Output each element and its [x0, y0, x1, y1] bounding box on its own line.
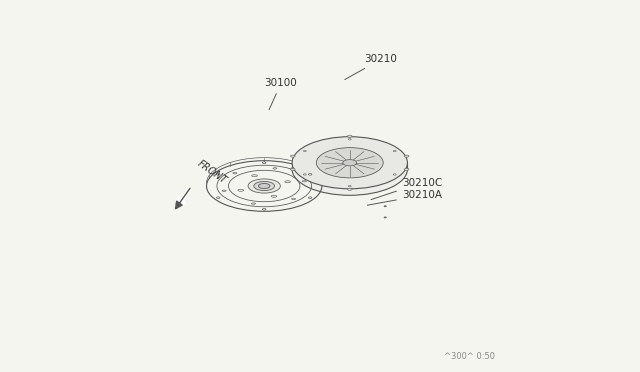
Ellipse shape: [308, 174, 312, 175]
Ellipse shape: [316, 148, 383, 178]
Text: 30210A: 30210A: [367, 190, 442, 205]
Text: 30100: 30100: [264, 78, 298, 110]
Ellipse shape: [404, 155, 409, 157]
Ellipse shape: [252, 203, 255, 204]
Ellipse shape: [238, 189, 244, 191]
Ellipse shape: [343, 160, 356, 166]
Ellipse shape: [303, 174, 307, 175]
Ellipse shape: [308, 197, 312, 198]
Ellipse shape: [252, 175, 257, 177]
Ellipse shape: [384, 217, 387, 218]
Text: ^300^ 0:50: ^300^ 0:50: [444, 352, 495, 361]
Text: FRONT: FRONT: [195, 159, 228, 186]
Ellipse shape: [291, 155, 295, 157]
Ellipse shape: [348, 188, 352, 190]
Ellipse shape: [262, 209, 266, 210]
Ellipse shape: [292, 143, 408, 195]
Ellipse shape: [404, 168, 409, 170]
Ellipse shape: [262, 162, 266, 163]
Ellipse shape: [303, 150, 307, 152]
Ellipse shape: [292, 198, 296, 199]
Ellipse shape: [222, 190, 226, 192]
Ellipse shape: [233, 173, 237, 174]
Ellipse shape: [271, 195, 276, 197]
Ellipse shape: [348, 186, 351, 187]
Ellipse shape: [216, 174, 220, 175]
Ellipse shape: [273, 168, 277, 169]
Ellipse shape: [291, 168, 295, 170]
Ellipse shape: [348, 139, 351, 140]
Ellipse shape: [248, 179, 280, 193]
Ellipse shape: [393, 150, 396, 152]
Ellipse shape: [348, 135, 352, 137]
Ellipse shape: [384, 206, 387, 207]
Ellipse shape: [393, 174, 396, 175]
Ellipse shape: [302, 180, 307, 182]
Text: 30210: 30210: [345, 54, 397, 80]
Ellipse shape: [216, 197, 220, 198]
Text: 30210C: 30210C: [371, 177, 442, 200]
Ellipse shape: [292, 137, 408, 189]
Ellipse shape: [285, 181, 291, 183]
Ellipse shape: [254, 182, 275, 190]
Ellipse shape: [259, 183, 270, 189]
